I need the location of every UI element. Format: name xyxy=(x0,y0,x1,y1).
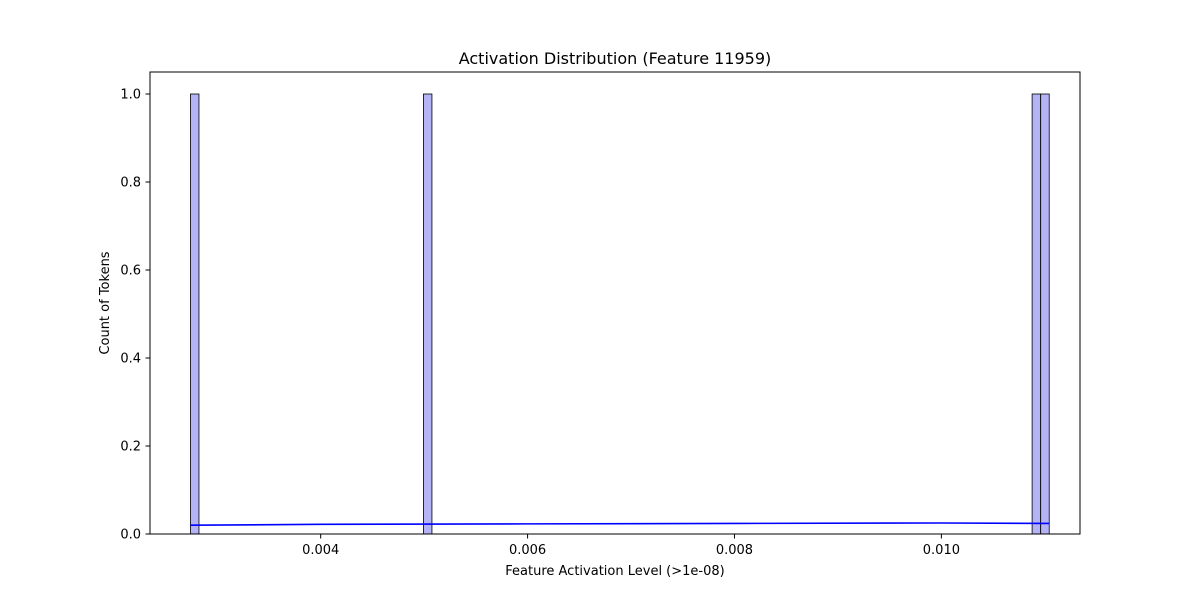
plot-area: 0.004 0.006 0.008 0.010 0.0 0.2 0.4 0.6 0.8 1.0 xyxy=(120,71,1081,558)
histogram-bar xyxy=(1040,93,1050,535)
y-tick-label: 0.8 xyxy=(120,176,141,191)
y-tick-label: 1.0 xyxy=(120,88,141,103)
x-tick-label: 0.006 xyxy=(509,543,546,558)
histogram-bar xyxy=(190,93,200,535)
y-tick-label: 0.4 xyxy=(120,352,141,367)
y-tick-label: 0.0 xyxy=(120,528,141,543)
y-tick-label: 0.2 xyxy=(120,440,141,455)
y-tick-label: 0.6 xyxy=(120,264,141,279)
histogram-bar xyxy=(423,93,433,535)
x-tick-label: 0.004 xyxy=(302,543,339,558)
x-tick-label: 0.008 xyxy=(716,543,753,558)
kde-line xyxy=(190,522,1049,526)
plot-frame xyxy=(149,71,1081,535)
x-axis-label: Feature Activation Level (>1e-08) xyxy=(505,564,724,579)
y-axis-label: Count of Tokens xyxy=(98,251,113,354)
chart-title: Activation Distribution (Feature 11959) xyxy=(459,49,772,68)
histogram-bar xyxy=(1031,93,1042,535)
x-tick-label: 0.010 xyxy=(923,543,960,558)
